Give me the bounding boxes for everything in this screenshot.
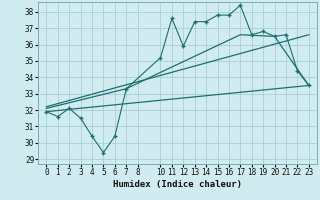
X-axis label: Humidex (Indice chaleur): Humidex (Indice chaleur) (113, 180, 242, 189)
